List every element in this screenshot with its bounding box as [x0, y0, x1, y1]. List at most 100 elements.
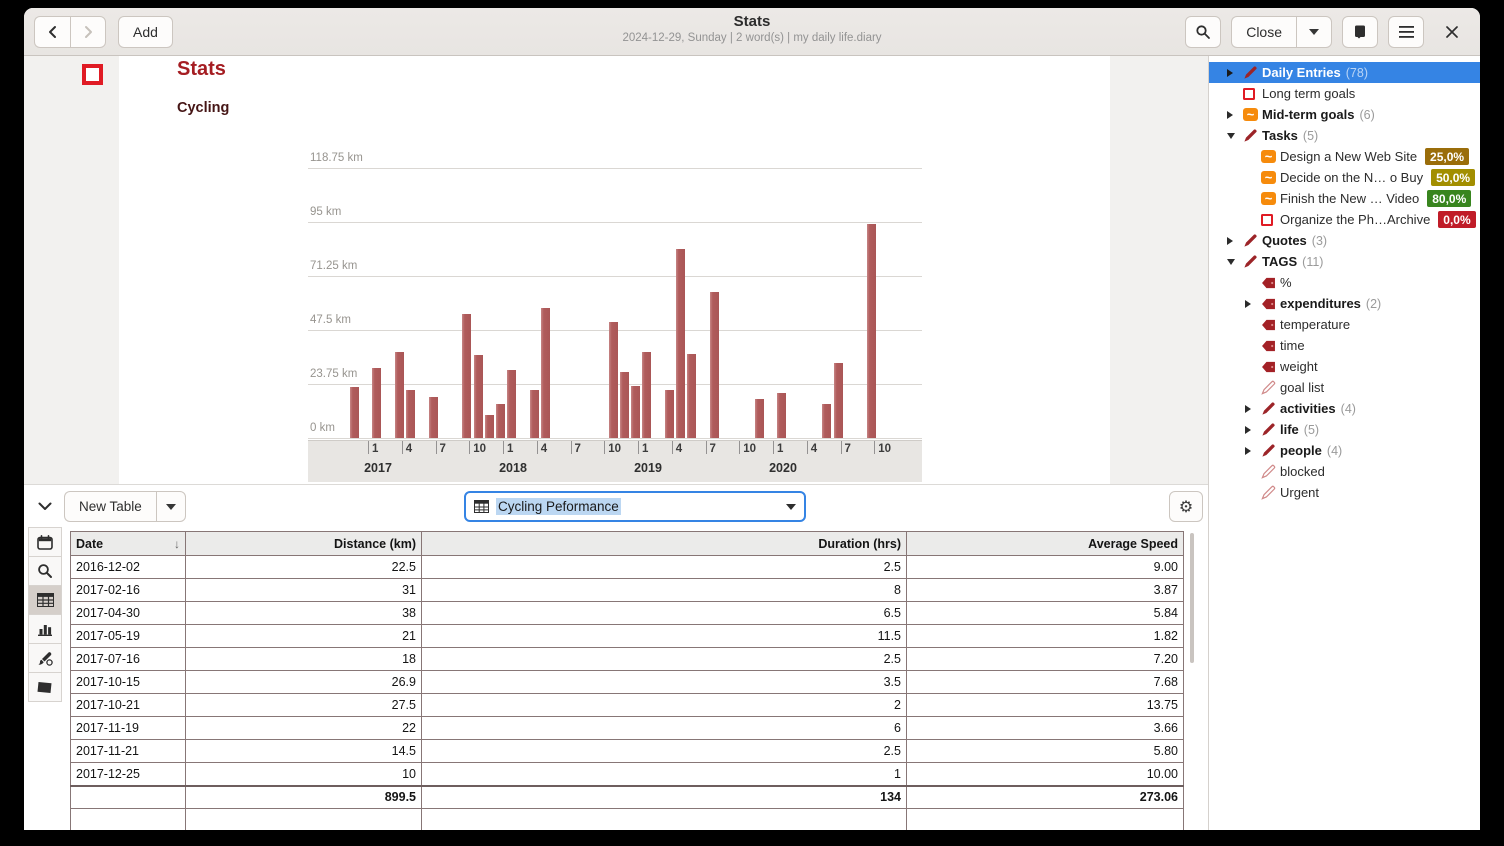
table-cell[interactable]: 1 — [422, 763, 907, 786]
column-header-distance-km[interactable]: Distance (km) — [186, 532, 422, 556]
table-row[interactable]: 2017-10-2127.5213.75 — [71, 694, 1184, 717]
column-header-average-speed[interactable]: Average Speed — [907, 532, 1184, 556]
table-cell[interactable]: 1.82 — [907, 625, 1184, 648]
table-cell[interactable]: 2017-12-25 — [71, 763, 186, 786]
table-cell[interactable]: 38 — [186, 602, 422, 625]
table-cell[interactable]: 31 — [186, 579, 422, 602]
table-cell[interactable]: 26.9 — [186, 671, 422, 694]
table-cell[interactable]: 2017-05-19 — [71, 625, 186, 648]
search-view-button[interactable] — [28, 556, 62, 586]
column-header-duration-hrs[interactable]: Duration (hrs) — [422, 532, 907, 556]
table-cell[interactable]: 10 — [186, 763, 422, 786]
sidebar-item-temperature[interactable]: temperature — [1209, 314, 1480, 335]
table-settings-button[interactable]: ⚙ — [1169, 491, 1203, 522]
sidebar-item-tags[interactable]: TAGS(11) — [1209, 251, 1480, 272]
sidebar-item-quotes[interactable]: Quotes(3) — [1209, 230, 1480, 251]
table-row[interactable]: 2017-10-1526.93.57.68 — [71, 671, 1184, 694]
expander-collapsed-icon[interactable] — [1245, 405, 1261, 413]
search-button[interactable] — [1185, 16, 1221, 48]
collapse-panel-button[interactable] — [32, 493, 58, 519]
table-cell[interactable]: 6 — [422, 717, 907, 740]
table-cell[interactable]: 8 — [422, 579, 907, 602]
table-cell[interactable]: 2017-10-15 — [71, 671, 186, 694]
menu-button[interactable] — [1388, 16, 1424, 48]
sidebar-item-long-term-goals[interactable]: Long term goals — [1209, 83, 1480, 104]
table-cell[interactable]: 2017-02-16 — [71, 579, 186, 602]
table-cell[interactable]: 3.66 — [907, 717, 1184, 740]
table-cell[interactable]: 6.5 — [422, 602, 907, 625]
table-cell[interactable]: 10.00 — [907, 763, 1184, 786]
sidebar-item-tasks[interactable]: Tasks(5) — [1209, 125, 1480, 146]
sidebar-item-organize-the-ph-archive[interactable]: Organize the Ph…Archive0,0% — [1209, 209, 1480, 230]
table-cell[interactable]: 2017-11-21 — [71, 740, 186, 763]
window-close-button[interactable] — [1434, 16, 1470, 48]
table-cell[interactable]: 5.84 — [907, 602, 1184, 625]
expander-collapsed-icon[interactable] — [1227, 111, 1243, 119]
table-cell[interactable]: 7.20 — [907, 648, 1184, 671]
table-cell[interactable]: 2017-10-21 — [71, 694, 186, 717]
table-cell[interactable]: 14.5 — [186, 740, 422, 763]
sidebar-item-decide-on-the-n-o-buy[interactable]: ~Decide on the N… o Buy50,0% — [1209, 167, 1480, 188]
calendar-view-button[interactable] — [28, 527, 62, 557]
expander-collapsed-icon[interactable] — [1227, 69, 1243, 77]
table-cell[interactable]: 13.75 — [907, 694, 1184, 717]
close-diary-dropdown-button[interactable] — [1296, 16, 1332, 48]
table-scrollbar[interactable] — [1190, 533, 1194, 663]
sidebar-item-design-a-new-web-site[interactable]: ~Design a New Web Site25,0% — [1209, 146, 1480, 167]
table-cell[interactable]: 22.5 — [186, 556, 422, 579]
table-cell[interactable]: 18 — [186, 648, 422, 671]
table-cell[interactable]: 3.5 — [422, 671, 907, 694]
close-diary-button[interactable]: Close — [1231, 16, 1296, 48]
sidebar-item-goal-list[interactable]: goal list — [1209, 377, 1480, 398]
sidebar-item-activities[interactable]: activities(4) — [1209, 398, 1480, 419]
bookmarks-button[interactable] — [1342, 16, 1378, 48]
table-cell[interactable]: 2.5 — [422, 740, 907, 763]
theme-view-button[interactable] — [28, 643, 62, 673]
table-cell[interactable]: 2.5 — [422, 556, 907, 579]
table-row[interactable]: 2017-04-30386.55.84 — [71, 602, 1184, 625]
table-row[interactable]: 2016-12-0222.52.59.00 — [71, 556, 1184, 579]
table-cell[interactable]: 2017-04-30 — [71, 602, 186, 625]
sidebar-item-mid-term-goals[interactable]: ~Mid-term goals(6) — [1209, 104, 1480, 125]
sidebar-item-blocked[interactable]: blocked — [1209, 461, 1480, 482]
expander-collapsed-icon[interactable] — [1227, 237, 1243, 245]
back-button[interactable] — [34, 16, 70, 48]
todo-checkbox-icon[interactable] — [82, 64, 103, 85]
table-cell[interactable]: 21 — [186, 625, 422, 648]
table-cell[interactable]: 7.68 — [907, 671, 1184, 694]
table-selector-combo[interactable]: Cycling Peformance — [464, 491, 806, 522]
expander-collapsed-icon[interactable] — [1245, 300, 1261, 308]
new-table-dropdown-button[interactable] — [156, 491, 186, 522]
sidebar-item-weight[interactable]: weight — [1209, 356, 1480, 377]
table-cell[interactable]: 2017-11-19 — [71, 717, 186, 740]
table-row[interactable]: 2017-12-2510110.00 — [71, 763, 1184, 786]
table-cell[interactable]: 27.5 — [186, 694, 422, 717]
sidebar-item-daily-entries[interactable]: Daily Entries(78) — [1209, 62, 1480, 83]
expander-expanded-icon[interactable] — [1227, 133, 1243, 139]
sidebar-item-life[interactable]: life(5) — [1209, 419, 1480, 440]
sidebar-item-people[interactable]: people(4) — [1209, 440, 1480, 461]
expander-collapsed-icon[interactable] — [1245, 426, 1261, 434]
table-cell[interactable]: 3.87 — [907, 579, 1184, 602]
charts-view-button[interactable] — [28, 614, 62, 644]
sidebar-item-urgent[interactable]: Urgent — [1209, 482, 1480, 503]
table-cell[interactable]: 5.80 — [907, 740, 1184, 763]
table-row[interactable]: 2017-07-16182.57.20 — [71, 648, 1184, 671]
sidebar-item-item[interactable]: % — [1209, 272, 1480, 293]
expander-expanded-icon[interactable] — [1227, 259, 1243, 265]
table-row[interactable]: 2017-05-192111.51.82 — [71, 625, 1184, 648]
table-cell[interactable]: 2017-07-16 — [71, 648, 186, 671]
tables-view-button[interactable] — [28, 585, 62, 615]
table-cell[interactable]: 2016-12-02 — [71, 556, 186, 579]
table-row[interactable]: 2017-11-2114.52.55.80 — [71, 740, 1184, 763]
table-cell[interactable]: 11.5 — [422, 625, 907, 648]
forward-button[interactable] — [70, 16, 106, 48]
table-cell[interactable]: 2.5 — [422, 648, 907, 671]
sidebar-item-expenditures[interactable]: expenditures(2) — [1209, 293, 1480, 314]
new-table-button[interactable]: New Table — [64, 491, 156, 522]
sidebar-item-finish-the-new-video[interactable]: ~Finish the New … Video80,0% — [1209, 188, 1480, 209]
sidebar-item-time[interactable]: time — [1209, 335, 1480, 356]
table-cell[interactable]: 22 — [186, 717, 422, 740]
add-button[interactable]: Add — [118, 16, 173, 48]
chapters-view-button[interactable] — [28, 672, 62, 702]
